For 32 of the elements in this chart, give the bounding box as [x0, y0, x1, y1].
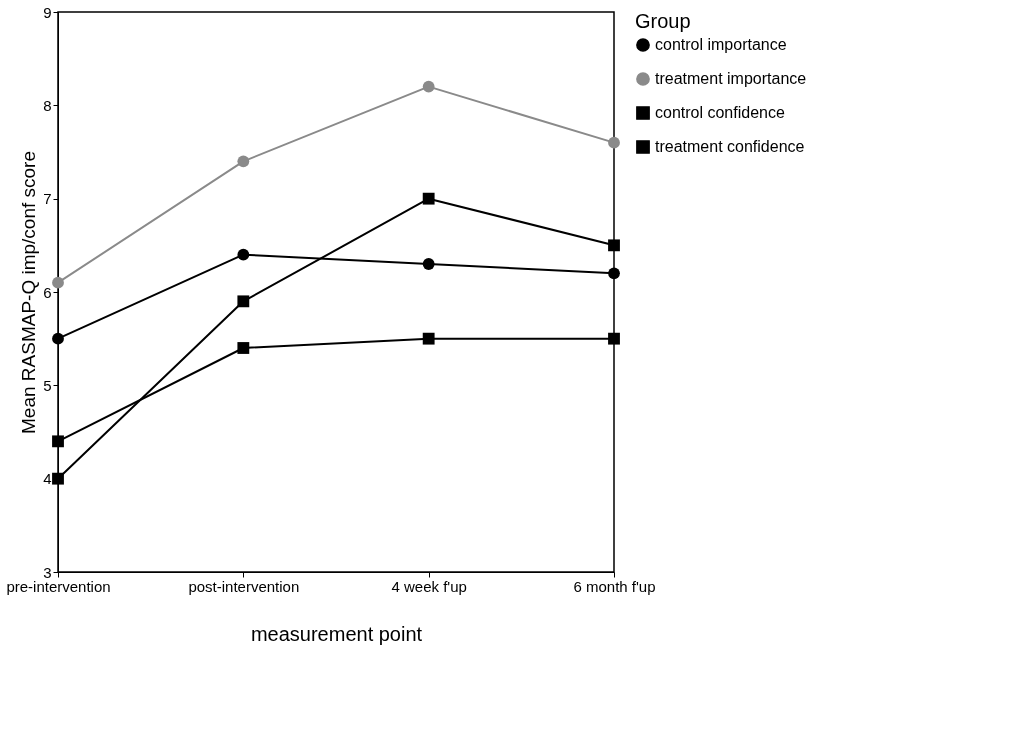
legend-label: control confidence [655, 104, 785, 121]
point [237, 248, 250, 261]
point [608, 332, 620, 345]
y-axis-title: Mean RASMAP-Q imp/conf score [18, 151, 40, 434]
y-tick-label: 6 [43, 283, 52, 301]
point [237, 155, 250, 168]
point [237, 295, 250, 308]
point [52, 472, 64, 485]
legend-label: treatment confidence [655, 138, 805, 155]
x-tick-label: 4 week f'up [391, 577, 467, 595]
y-tick-label: 8 [43, 96, 52, 114]
y-tick-label: 7 [43, 190, 52, 208]
x-axis-title: measurement point [250, 622, 423, 645]
point [237, 342, 250, 354]
legend-label: treatment importance [655, 70, 807, 87]
legend-title: Group [635, 10, 691, 32]
y-tick-label: 5 [43, 376, 52, 394]
point [422, 332, 435, 345]
point [422, 192, 435, 205]
point [608, 136, 620, 149]
point [422, 80, 435, 93]
y-tick-label: 4 [43, 470, 52, 488]
point [608, 239, 620, 252]
point [52, 435, 64, 448]
x-tick-label: post-intervention [188, 577, 300, 595]
point [52, 332, 64, 345]
y-tick-label: 9 [43, 3, 52, 21]
x-tick-label: 6 month f'up [573, 577, 656, 595]
point [52, 276, 64, 289]
legend-label: control importance [655, 36, 787, 53]
point [422, 258, 435, 270]
point [608, 267, 620, 280]
